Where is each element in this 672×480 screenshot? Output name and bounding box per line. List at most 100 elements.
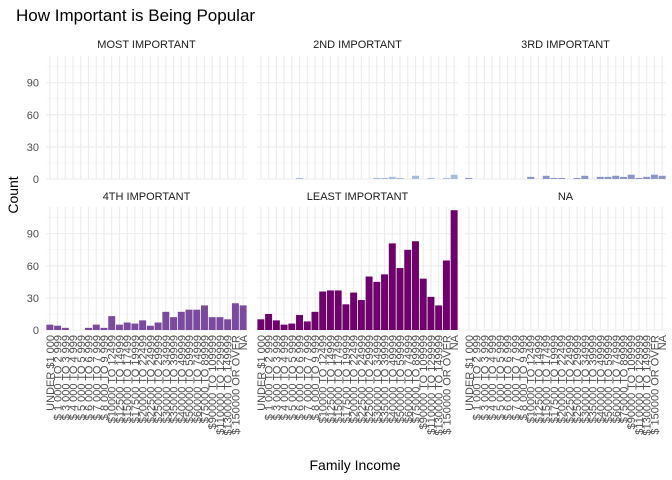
bar [193,309,201,330]
facet-panel: NA UNDER $1 000$ 1 000 TO 2 999$ 3 000 TO… [464,191,669,436]
bar [427,177,435,179]
x-tick-label: $ 7 000 TO 7 999 [91,335,103,420]
bar [396,267,404,330]
x-tick-label: $110000 TO 129999 [426,335,438,435]
bar [108,316,116,330]
bar [396,177,404,179]
y-tick-label: 0 [33,325,39,337]
x-tick-label: $ 8 000 TO 9 999 [518,335,530,420]
bar [319,291,327,330]
x-tick-label: $17500 TO 19999 [130,335,142,423]
x-tick-label: $35000 TO 39999 [588,335,600,423]
bar [373,281,381,330]
bar [61,327,69,330]
facet-strip-label: NA [558,191,574,203]
bar [435,305,443,330]
x-tick-label: $60000 TO 74999 [192,335,204,423]
bar [280,324,288,330]
x-tick-label: $20000 TO 22499 [349,335,361,423]
x-tick-label: $ 8 000 TO 9 999 [310,335,322,420]
bar [216,317,224,330]
y-tick-label: 30 [27,293,39,305]
bar [257,319,265,330]
x-tick-label: $ 7 000 TO 7 999 [302,335,314,420]
bar [154,322,162,330]
x-tick-label: $130000 TO 149999 [434,335,446,436]
bar [342,304,350,330]
bar [334,290,342,330]
x-tick-label: $17500 TO 19999 [341,335,353,423]
bar [365,276,373,330]
bar [643,176,651,179]
bar [450,174,458,179]
facet-panel: 2ND IMPORTANT [257,39,458,180]
bar [412,175,419,179]
x-tick-label: $ 1 000 TO 2 999 [53,335,65,420]
bar [239,305,247,330]
x-tick-label: $25000 TO 29999 [572,335,584,423]
bar [185,309,193,330]
chart-title: How Important is Being Popular [16,6,255,25]
x-tick-label: $35000 TO 39999 [169,335,181,423]
bar [54,325,62,330]
bar [450,210,458,330]
bar [170,317,178,330]
y-tick-label: 90 [27,229,39,241]
x-tick-label: $10000 TO 12499 [318,335,330,423]
x-tick-label: $30000 TO 34999 [580,335,592,423]
x-tick-label: $60000 TO 74999 [611,335,623,423]
facet-strip-label: 4TH IMPORTANT [103,191,191,203]
x-tick-label: $ 5 000 TO 5 999 [495,335,507,420]
bar [627,174,635,179]
bar [265,313,273,330]
bar [404,249,412,330]
y-axis-label: Count [5,176,21,213]
x-tick-label: $ 3 000 TO 3 999 [479,335,491,420]
x-tick-label: $22500 TO 24999 [145,335,157,423]
x-tick-label: NA [238,334,250,350]
x-tick-label: $35000 TO 39999 [380,335,392,423]
bar [612,175,620,179]
x-tick-label: $ 6 000 TO 6 999 [84,335,96,420]
x-tick-label: $17500 TO 19999 [549,335,561,423]
x-tick-label: $ 6 000 TO 6 999 [295,335,307,420]
x-tick-label: $50000 TO 59999 [603,335,615,423]
x-tick-label: $40000 TO 49999 [176,335,188,423]
x-tick-label: $20000 TO 22499 [138,335,150,423]
facet-strip-label: MOST IMPORTANT [97,39,196,51]
x-tick-label: $ 150000 OR OVER [441,335,453,435]
x-tick-label: $90000 TO 109999 [418,335,430,429]
bar [92,324,100,330]
x-tick-label: $ 4 000 TO 4 999 [279,335,291,420]
bar [296,315,303,330]
x-tick-label: $10000 TO 12499 [107,335,119,423]
bar [650,174,658,179]
bar [527,176,535,179]
x-tick-label: UNDER $1 000 [464,335,476,411]
x-tick-label: $75000 TO 89999 [618,335,630,423]
x-tick-label: $ 3 000 TO 3 999 [60,335,72,420]
bar [311,311,319,330]
bar [442,177,450,179]
bar [288,323,296,330]
bar [326,290,334,330]
x-tick-label: $ 6 000 TO 6 999 [503,335,515,420]
bar [115,324,123,330]
bar [201,305,208,330]
x-tick-label: $110000 TO 129999 [634,335,646,435]
x-tick-label: NA [449,334,461,350]
x-tick-label: $12500 TO 14999 [114,335,126,423]
x-tick-label: $ 150000 OR OVER [230,335,242,435]
x-tick-label: $75000 TO 89999 [199,335,211,423]
bar [146,325,154,330]
facet-panel: LEAST IMPORTANT UNDER $1 000$ 1 000 TO 2 … [256,191,461,436]
bar [231,303,239,330]
facet-strip-label: LEAST IMPORTANT [307,191,409,203]
bar [224,319,232,330]
x-tick-label: $75000 TO 89999 [410,335,422,423]
x-axis-label: Family Income [309,457,400,473]
x-tick-label: $ 4 000 TO 4 999 [487,335,499,420]
x-tick-label: $20000 TO 22499 [557,335,569,423]
y-tick-label: 90 [27,78,39,90]
